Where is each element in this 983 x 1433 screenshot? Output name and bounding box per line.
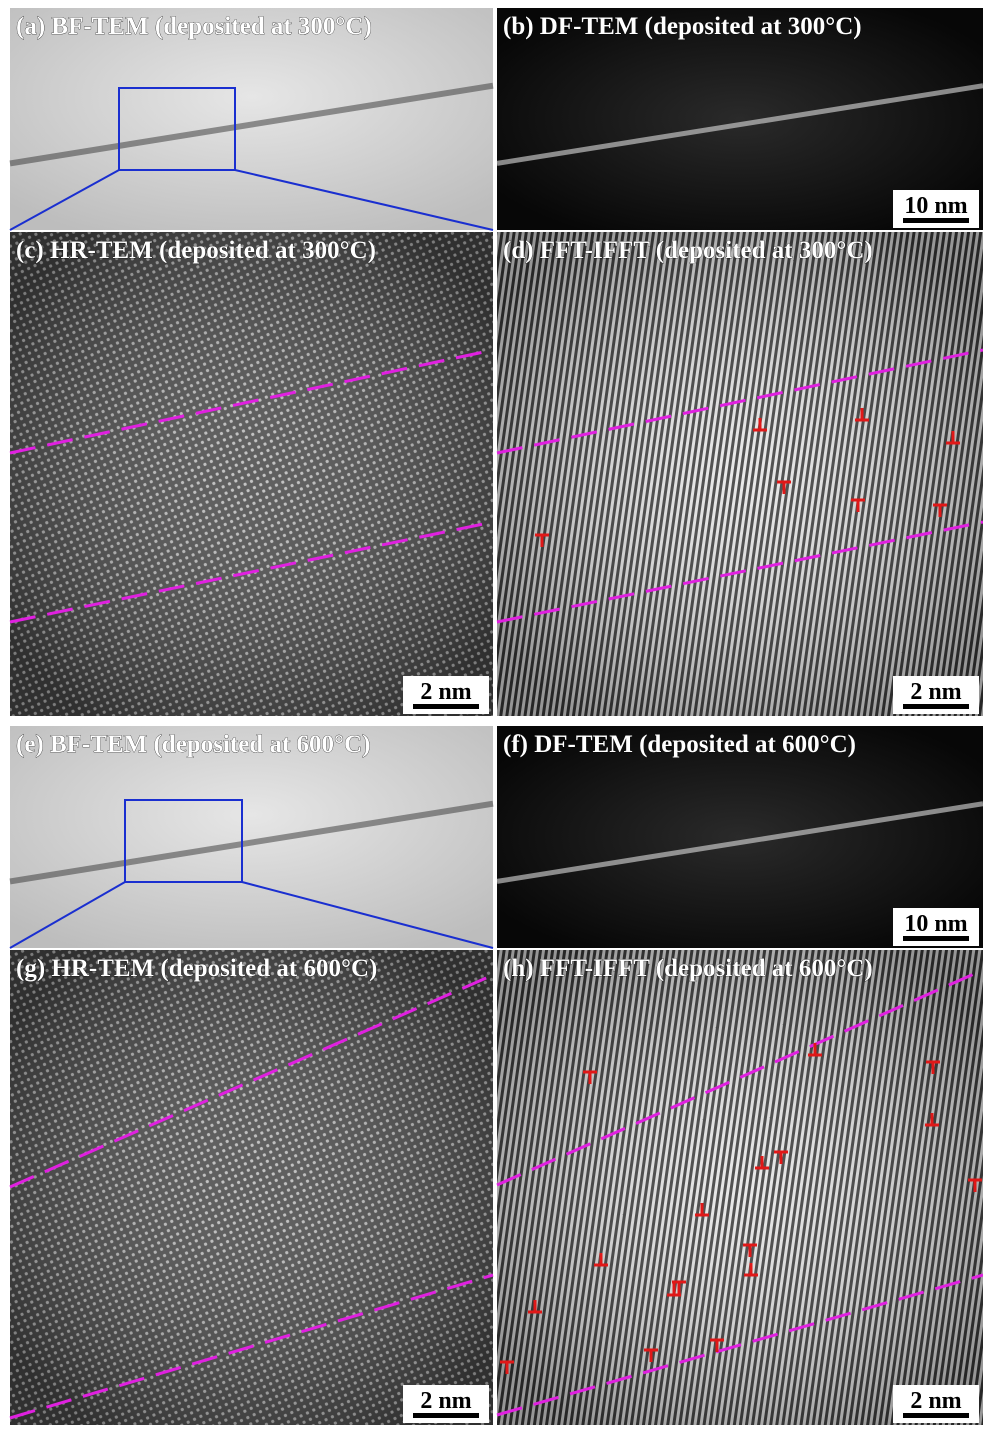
panel-shading — [10, 232, 493, 716]
scale-bar — [903, 936, 969, 941]
panel-label: (b) DF-TEM (deposited at 300°C) — [503, 13, 862, 40]
tem-panel: (b) DF-TEM (deposited at 300°C) 10 nm — [497, 8, 983, 230]
tem-panel: (f) DF-TEM (deposited at 600°C) 10 nm — [497, 726, 983, 948]
scale-bar-label: 2 nm — [420, 1388, 471, 1414]
tem-panel: (e) BF-TEM (deposited at 600°C) — [10, 726, 493, 948]
panel-label: (e) BF-TEM (deposited at 600°C) — [16, 731, 370, 758]
panel-label: (h) FFT-IFFT (deposited at 600°C) — [503, 955, 873, 982]
panel-shading — [497, 950, 983, 1425]
tem-panel: (h) FFT-IFFT (deposited at 600°C) 2 nm — [497, 950, 983, 1425]
tem-panel: (d) FFT-IFFT (deposited at 300°C) 2 nm — [497, 232, 983, 716]
scale-bar-label: 10 nm — [904, 911, 967, 937]
panel-shading — [497, 232, 983, 716]
tem-panel: (g) HR-TEM (deposited at 600°C) 2 nm — [10, 950, 493, 1425]
scale-bar — [903, 1413, 969, 1418]
scale-bar-label: 2 nm — [420, 679, 471, 705]
figure: (a) BF-TEM (deposited at 300°C) (b) DF-TE… — [0, 0, 983, 1433]
panel-label: (c) HR-TEM (deposited at 300°C) — [16, 237, 376, 264]
scale-bar — [903, 704, 969, 709]
scale-bar-label: 2 nm — [910, 1388, 961, 1414]
scale-bar — [413, 704, 479, 709]
tem-panel: (c) HR-TEM (deposited at 300°C) 2 nm — [10, 232, 493, 716]
scale-bar — [903, 218, 969, 223]
scale-bar-label: 2 nm — [910, 679, 961, 705]
tem-panel: (a) BF-TEM (deposited at 300°C) — [10, 8, 493, 230]
scale-bar-label: 10 nm — [904, 193, 967, 219]
panel-image — [10, 8, 493, 230]
panel-label: (f) DF-TEM (deposited at 600°C) — [503, 731, 856, 758]
scale-bar — [413, 1413, 479, 1418]
panel-image — [10, 726, 493, 948]
panel-label: (a) BF-TEM (deposited at 300°C) — [16, 13, 372, 40]
panel-label: (d) FFT-IFFT (deposited at 300°C) — [503, 237, 873, 264]
panel-shading — [10, 950, 493, 1425]
panel-label: (g) HR-TEM (deposited at 600°C) — [16, 955, 377, 982]
